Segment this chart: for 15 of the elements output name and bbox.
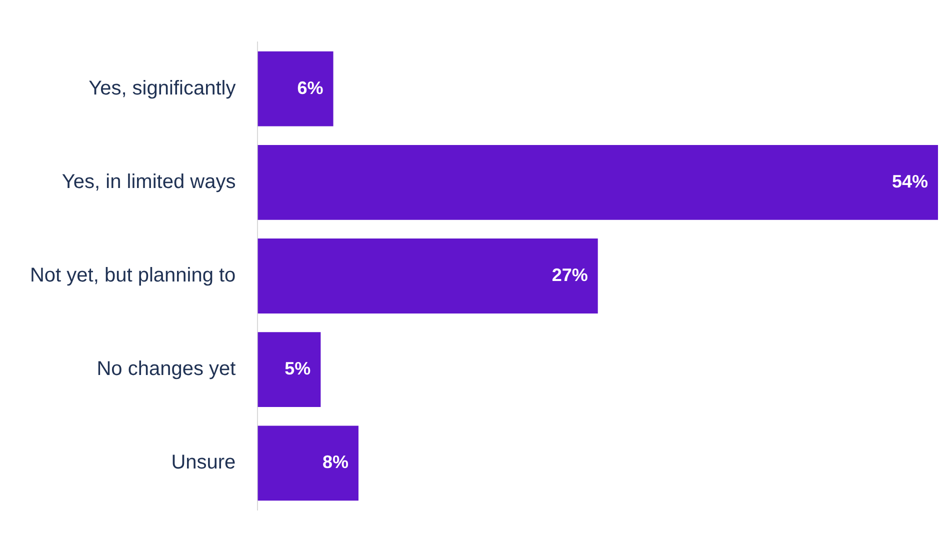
y-tick-label: Yes, in limited ways [62, 170, 236, 193]
data-label: 6% [297, 78, 324, 98]
bar [258, 426, 358, 501]
y-tick-label: Not yet, but planning to [30, 264, 236, 287]
bar [258, 144, 938, 220]
y-tick-label: No changes yet [96, 358, 236, 380]
y-tick-label: Unsure [171, 452, 236, 474]
bar [258, 238, 598, 314]
data-label: 5% [284, 358, 311, 379]
data-label: 54% [892, 171, 928, 192]
bar [258, 51, 334, 126]
y-tick-label: Yes, significantly [88, 77, 236, 100]
data-label: 27% [552, 264, 588, 285]
data-label: 8% [322, 452, 348, 472]
bar [258, 332, 321, 408]
